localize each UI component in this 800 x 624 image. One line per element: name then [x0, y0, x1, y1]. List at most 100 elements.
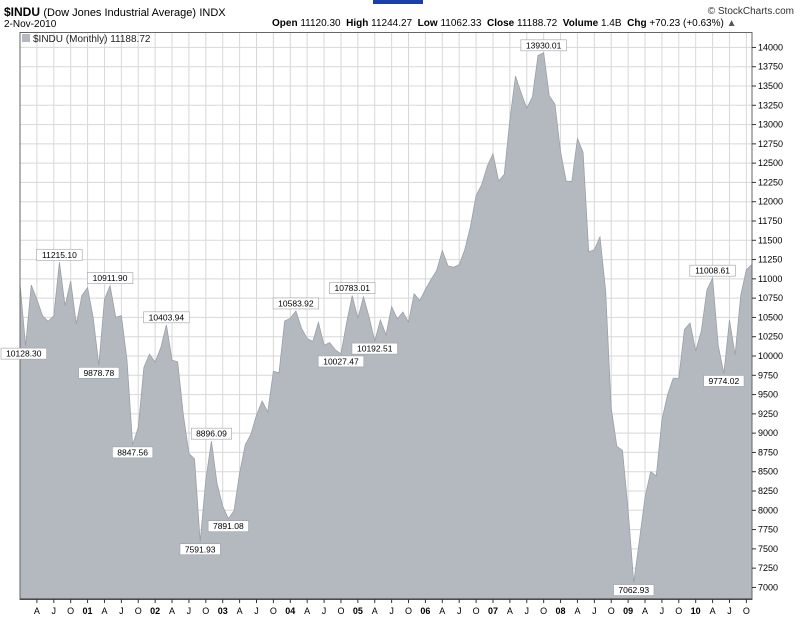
y-tick-label: 9750	[758, 370, 778, 380]
y-tick-label: 12250	[758, 177, 783, 187]
x-tick-label: O	[202, 606, 209, 616]
annotation-box	[351, 342, 398, 355]
volume-value: 1.4B	[600, 18, 622, 29]
y-tick-label: 11000	[758, 274, 782, 284]
high-label: High	[346, 18, 369, 29]
x-tick-label: J	[592, 606, 597, 616]
y-tick-label: 8750	[758, 447, 778, 457]
open-label: Open	[272, 18, 298, 29]
up-arrow-icon: ▲	[726, 18, 737, 29]
y-tick-label: 12000	[758, 197, 783, 207]
y-tick-label: 9000	[758, 428, 778, 438]
price-annotation: 10583.92	[272, 297, 320, 310]
y-tick-label: 7500	[758, 544, 778, 554]
x-tick-label: J	[119, 606, 124, 616]
annotation-label: 7591.93	[185, 544, 216, 554]
y-tick-label: 8500	[758, 467, 778, 477]
annotation-box	[190, 427, 232, 440]
price-annotation: 10192.51	[351, 342, 398, 355]
x-tick-label: J	[660, 606, 665, 616]
annotation-label: 10403.94	[149, 312, 185, 322]
annotation-label: 9774.02	[708, 376, 739, 386]
price-annotation: 8896.09	[190, 427, 232, 440]
high-value: 11244.27	[371, 18, 413, 29]
x-tick-label: 03	[218, 606, 228, 616]
annotation-label: 10583.92	[278, 298, 314, 308]
x-tick-label: O	[337, 606, 344, 616]
annotation-box	[703, 375, 745, 387]
x-tick-label: 04	[285, 606, 295, 616]
annotation-label: 10783.01	[334, 283, 370, 293]
annotation-label: 11215.10	[42, 250, 77, 260]
annotation-label: 13930.01	[526, 40, 562, 50]
price-annotation: 7891.08	[207, 520, 249, 532]
annotation-box	[36, 248, 83, 261]
annotation-box	[78, 367, 120, 379]
price-annotation: 10911.90	[86, 272, 134, 284]
annotation-label: 10128.30	[6, 349, 42, 359]
x-tick-label: J	[52, 606, 57, 616]
x-tick-label: J	[525, 606, 530, 616]
x-tick-label: 01	[83, 606, 93, 616]
x-tick-label: A	[101, 606, 107, 616]
annotation-box	[179, 543, 221, 556]
stockcharts-logo[interactable]: © StockCharts.com	[707, 6, 794, 17]
y-tick-label: 11250	[758, 255, 782, 265]
low-label: Low	[417, 18, 438, 29]
annotation-box	[613, 584, 655, 596]
x-tick-label: J	[254, 606, 259, 616]
x-tick-label: J	[322, 606, 327, 616]
quote-summary: Open 11120.30 High 11244.27 Low 11062.33…	[272, 18, 737, 29]
annotation-label: 9878.78	[83, 368, 114, 378]
x-tick-label: 08	[556, 606, 566, 616]
legend-label: $INDU (Monthly) 11188.72	[33, 34, 151, 45]
volume-label: Volume	[562, 18, 599, 29]
x-tick-label: O	[67, 606, 74, 616]
x-tick-label: A	[439, 606, 445, 616]
x-tick-label: A	[372, 606, 378, 616]
x-tick-label: A	[574, 606, 580, 616]
y-tick-label: 12500	[758, 158, 783, 168]
y-tick-label: 11750	[758, 216, 782, 226]
x-tick-label: A	[169, 606, 175, 616]
price-annotation: 13930.01	[520, 39, 567, 52]
price-area	[19, 52, 753, 600]
annotation-box	[112, 446, 154, 459]
x-tick-label: O	[473, 606, 480, 616]
chg-label: Chg	[627, 18, 647, 29]
y-tick-label: 7250	[758, 563, 778, 573]
x-tick-label: O	[743, 606, 750, 616]
annotation-label: 7062.93	[618, 585, 649, 595]
y-tick-label: 13000	[758, 120, 783, 130]
legend: $INDU (Monthly) 11188.72	[22, 34, 151, 45]
index-name: (Dow Jones Industrial Average)	[43, 7, 197, 19]
annotation-box	[0, 347, 47, 360]
price-annotations: 10128.30 11215.10 9878.78 10911.90 8847.56 10…	[0, 39, 745, 596]
annotation-box	[520, 39, 567, 52]
y-tick-label: 12750	[758, 139, 783, 149]
price-annotation: 11008.61	[689, 264, 736, 277]
price-annotation: 10027.47	[317, 355, 365, 368]
quote-date: 2-Nov-2010	[4, 19, 57, 30]
y-tick-label: 7750	[758, 525, 778, 535]
x-tick-label: 07	[488, 606, 498, 616]
annotation-label: 8847.56	[117, 447, 148, 457]
annotation-box	[689, 264, 736, 277]
annotation-box	[329, 282, 376, 294]
annotation-label: 10911.90	[93, 273, 128, 283]
x-tick-label: A	[34, 606, 40, 616]
annotation-label: 10027.47	[323, 356, 359, 366]
top-accent-bar	[373, 0, 423, 4]
x-tick-label: O	[540, 606, 547, 616]
y-tick-label: 10000	[758, 351, 783, 361]
x-tick-label: 02	[150, 606, 160, 616]
y-tick-label: 10750	[758, 293, 783, 303]
price-annotation: 7062.93	[613, 584, 655, 596]
annotation-box	[317, 355, 365, 368]
chart-header: $INDU (Dow Jones Industrial Average) IND…	[0, 0, 800, 32]
x-tick-label: O	[608, 606, 615, 616]
close-label: Close	[486, 18, 515, 29]
y-tick-label: 14000	[758, 42, 783, 52]
price-annotation: 9878.78	[78, 367, 120, 379]
x-tick-label: J	[727, 606, 732, 616]
